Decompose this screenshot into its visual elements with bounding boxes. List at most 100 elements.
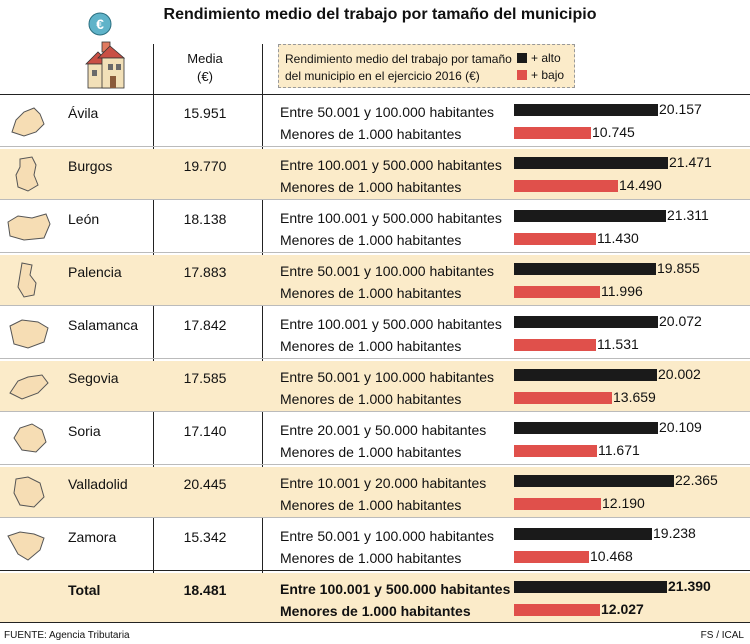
column-divider-1 — [153, 44, 154, 622]
media-value: 15.342 — [183, 529, 227, 545]
low-bar — [514, 498, 601, 510]
high-bar — [514, 263, 656, 275]
municipality-logo-icon: € — [85, 12, 126, 89]
low-bracket-label: Menores de 1.000 habitantes — [280, 497, 462, 513]
high-bracket-label: Entre 100.001 y 500.000 habitantes — [280, 157, 502, 173]
province-map-icon — [17, 262, 37, 298]
high-bar — [514, 369, 657, 381]
high-value-label: 22.365 — [675, 472, 718, 488]
province-map-icon — [11, 107, 45, 137]
chart-title: Rendimiento medio del trabajo por tamaño… — [163, 6, 597, 23]
low-value-label: 11.430 — [597, 230, 639, 246]
province-map-icon — [13, 423, 47, 453]
total-row: Total 18.481 Entre 100.001 y 500.000 habit… — [0, 573, 750, 623]
row-divider — [0, 252, 750, 253]
low-value-label: 13.659 — [613, 389, 656, 405]
high-bar — [514, 422, 658, 434]
media-value: 18.138 — [183, 211, 227, 227]
media-value: 15.951 — [183, 105, 227, 121]
high-value-label: 19.855 — [657, 260, 700, 276]
table-row: León 18.138 Entre 100.001 y 500.000 habita… — [0, 202, 750, 252]
low-value-label: 11.671 — [598, 442, 640, 458]
footer-divider — [0, 622, 750, 623]
table-row: Salamanca 17.842 Entre 100.001 y 500.000 h… — [0, 308, 750, 358]
table-row: Soria 17.140 Entre 20.001 y 50.000 habitan… — [0, 414, 750, 464]
province-name: Palencia — [68, 264, 122, 280]
row-divider — [0, 358, 750, 359]
province-name: Ávila — [68, 105, 99, 121]
province-map-icon — [7, 531, 45, 561]
media-value: 17.842 — [183, 317, 227, 333]
high-bar — [514, 528, 652, 540]
low-bracket-label: Menores de 1.000 habitantes — [280, 232, 462, 248]
media-header-label: Media — [187, 51, 223, 66]
province-name: León — [68, 211, 100, 227]
table-row: Segovia 17.585 Entre 50.001 y 100.000 habi… — [0, 361, 750, 411]
row-divider — [0, 570, 750, 571]
high-value-label: 20.109 — [659, 419, 702, 435]
media-value: 17.585 — [183, 370, 227, 386]
credit-note: FS / ICAL — [700, 630, 744, 641]
source-note: FUENTE: Agencia Tributaria — [4, 630, 130, 641]
high-bar — [514, 157, 668, 169]
province-name: Total — [68, 582, 101, 598]
legend: Rendimiento medio del trabajo por tamaño… — [278, 44, 575, 88]
table-row: Valladolid 20.445 Entre 10.001 y 20.000 ha… — [0, 467, 750, 517]
high-bracket-label: Entre 50.001 y 100.000 habitantes — [280, 369, 495, 385]
legend-high-label: + alto — [531, 51, 561, 65]
province-name: Burgos — [68, 158, 113, 174]
header-divider — [0, 94, 750, 95]
low-value-label: 11.996 — [601, 283, 643, 299]
table-row: Zamora 15.342 Entre 50.001 y 100.000 habit… — [0, 520, 750, 570]
high-bracket-label: Entre 20.001 y 50.000 habitantes — [280, 422, 487, 438]
row-divider — [0, 464, 750, 465]
low-bar — [514, 339, 596, 351]
row-divider — [0, 199, 750, 200]
low-bracket-label: Menores de 1.000 habitantes — [280, 179, 462, 195]
low-bar — [514, 392, 612, 404]
high-bracket-label: Entre 50.001 y 100.000 habitantes — [280, 263, 495, 279]
media-value: 17.140 — [183, 423, 227, 439]
low-bar — [514, 445, 597, 457]
province-name: Salamanca — [68, 317, 139, 333]
province-name: Segovia — [68, 370, 119, 386]
row-divider — [0, 411, 750, 412]
province-name: Soria — [68, 423, 101, 439]
table-row: Palencia 17.883 Entre 50.001 y 100.000 hab… — [0, 255, 750, 305]
high-bar — [514, 210, 666, 222]
high-value-label: 21.471 — [669, 154, 712, 170]
high-bar — [514, 581, 667, 593]
low-bracket-label: Menores de 1.000 habitantes — [280, 391, 462, 407]
svg-text:€: € — [96, 16, 104, 32]
province-map-icon — [9, 319, 49, 349]
low-value-label: 12.190 — [602, 495, 645, 511]
table-row: Burgos 19.770 Entre 100.001 y 500.000 habi… — [0, 149, 750, 199]
high-value-label: 20.157 — [659, 101, 702, 117]
low-bracket-label: Menores de 1.000 habitantes — [280, 603, 471, 619]
media-value: 19.770 — [183, 158, 227, 174]
low-bar — [514, 127, 591, 139]
low-value-label: 14.490 — [619, 177, 662, 193]
high-bracket-label: Entre 50.001 y 100.000 habitantes — [280, 104, 495, 120]
low-value-label: 10.468 — [590, 548, 633, 564]
low-bar — [514, 604, 600, 616]
legend-low: + bajo — [517, 68, 564, 82]
high-bar — [514, 104, 658, 116]
high-bar — [514, 475, 674, 487]
low-bracket-label: Menores de 1.000 habitantes — [280, 338, 462, 354]
high-bar — [514, 316, 658, 328]
media-header: Media (€) — [170, 50, 240, 86]
legend-text: Rendimiento medio del trabajo por tamaño… — [285, 52, 512, 83]
low-bracket-label: Menores de 1.000 habitantes — [280, 550, 462, 566]
legend-high: + alto — [517, 51, 561, 65]
province-name: Zamora — [68, 529, 117, 545]
high-value-label: 21.390 — [668, 578, 711, 594]
high-value-label: 19.238 — [653, 525, 696, 541]
legend-low-swatch — [517, 70, 527, 80]
column-divider-2 — [262, 44, 263, 622]
province-map-icon — [13, 476, 45, 508]
low-bar — [514, 233, 596, 245]
legend-low-label: + bajo — [531, 68, 565, 82]
low-bracket-label: Menores de 1.000 habitantes — [280, 444, 462, 460]
high-bracket-label: Entre 10.001 y 20.000 habitantes — [280, 475, 487, 491]
